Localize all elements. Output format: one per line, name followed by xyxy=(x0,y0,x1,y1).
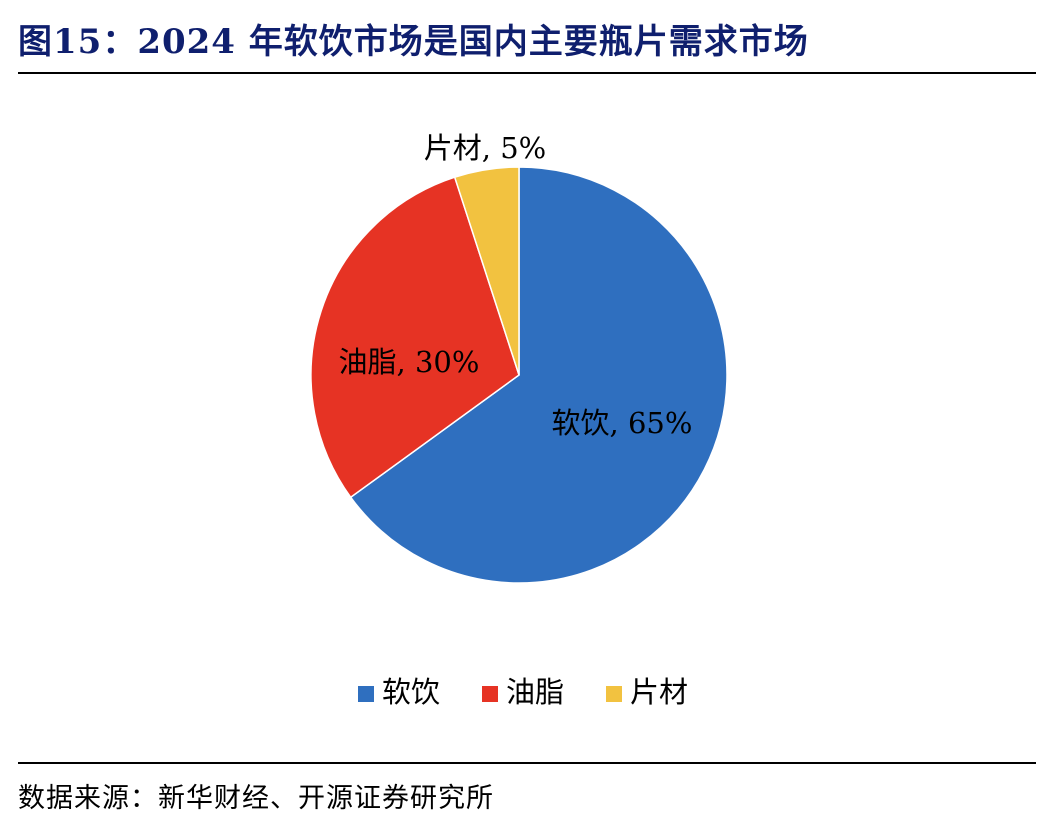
data-label-3: 片材, 5% xyxy=(424,131,546,165)
bottom-rule xyxy=(18,762,1036,764)
legend-swatch-2 xyxy=(482,686,498,702)
legend-swatch-3 xyxy=(606,686,622,702)
pie-chart: 软饮, 65% 油脂, 30% 片材, 5% 软饮 油脂 片材 xyxy=(310,131,728,709)
data-label-1: 软饮, 65% xyxy=(552,406,693,440)
legend-label-1: 软饮 xyxy=(382,675,440,709)
source-note: 数据来源：新华财经、开源证券研究所 xyxy=(18,783,494,814)
top-rule xyxy=(18,72,1036,74)
pie-slice-1 xyxy=(349,166,728,584)
data-label-2: 油脂, 30% xyxy=(339,345,480,379)
pie-slices xyxy=(310,166,728,584)
chart-title: 图15：2024 年软饮市场是国内主要瓶片需求市场 xyxy=(18,22,809,62)
slice-labels: 软饮, 65% 油脂, 30% 片材, 5% xyxy=(339,131,693,440)
pie-slice-2 xyxy=(310,176,520,499)
legend-label-2: 油脂 xyxy=(506,675,564,709)
pie-slice-3 xyxy=(453,166,520,376)
legend-label-3: 片材 xyxy=(630,675,688,709)
legend-swatch-1 xyxy=(358,686,374,702)
legend: 软饮 油脂 片材 xyxy=(358,675,688,709)
